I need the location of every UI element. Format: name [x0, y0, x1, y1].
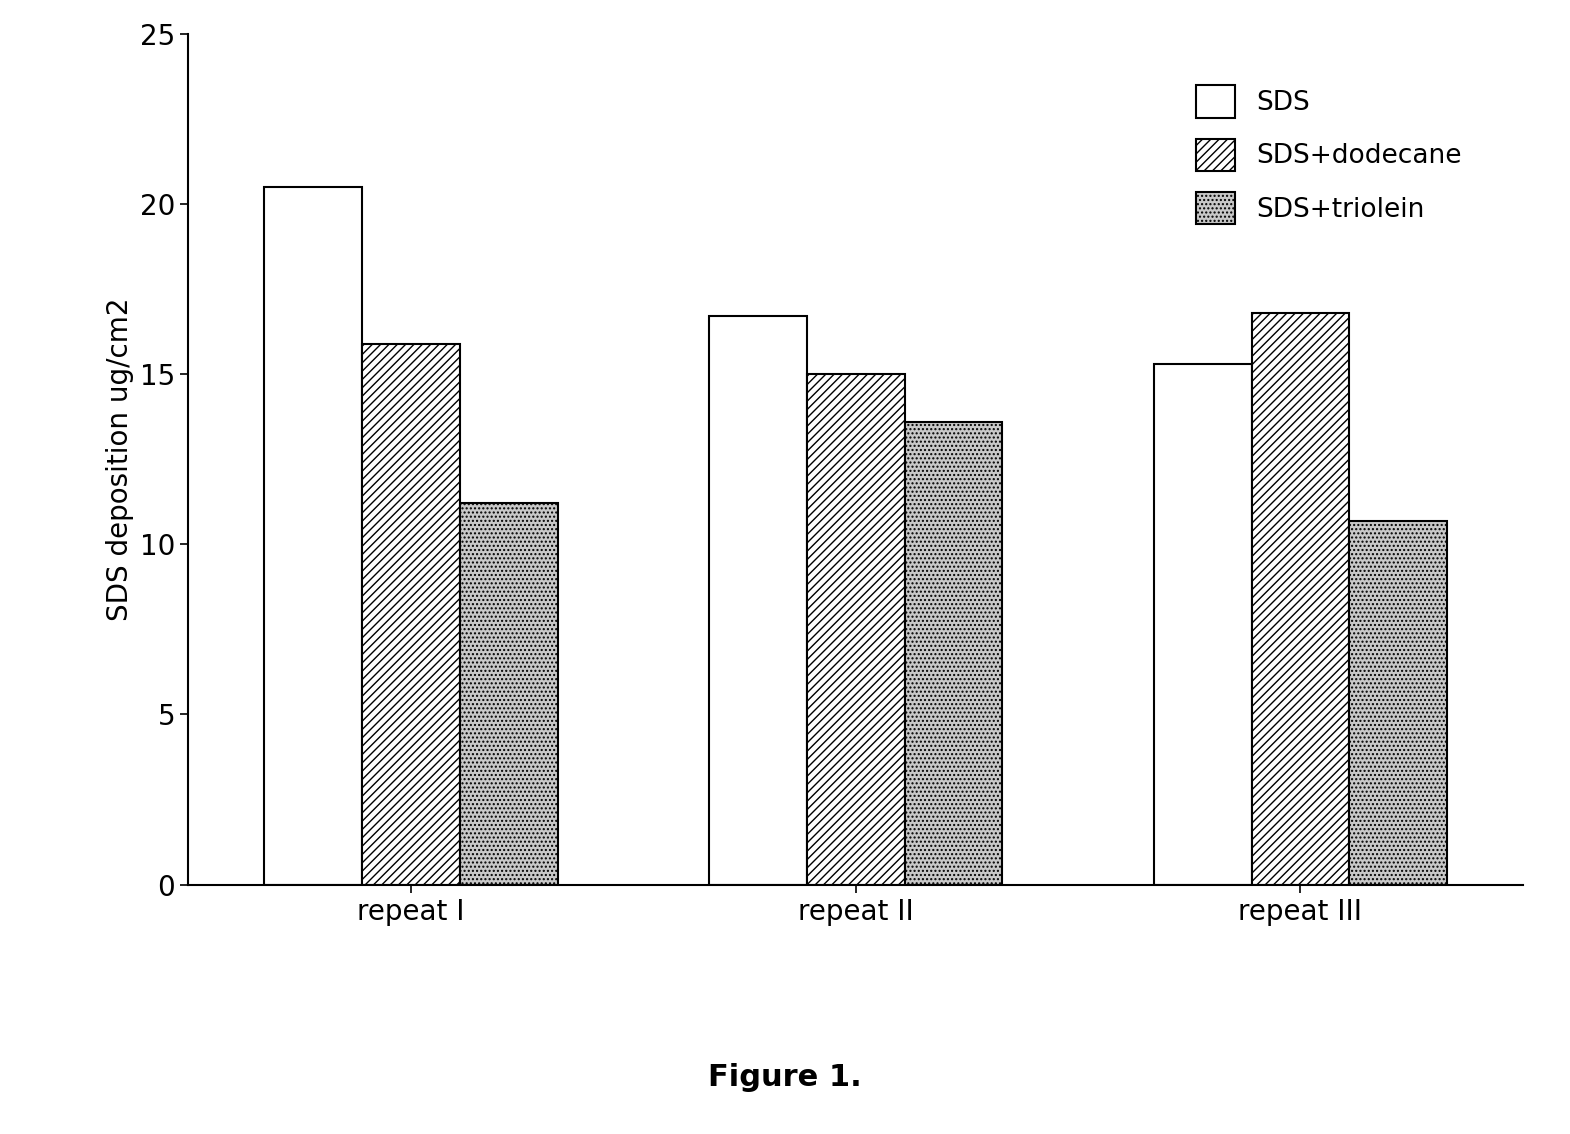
Bar [1154, 364, 1251, 885]
Bar [1251, 313, 1349, 885]
Bar [361, 344, 460, 885]
Bar [460, 503, 557, 885]
Bar [807, 374, 904, 885]
Bar [708, 316, 807, 885]
Text: Figure 1.: Figure 1. [708, 1063, 862, 1092]
Y-axis label: SDS deposition ug/cm2: SDS deposition ug/cm2 [107, 297, 135, 621]
Legend: SDS, SDS+dodecane, SDS+triolein: SDS, SDS+dodecane, SDS+triolein [1174, 65, 1484, 245]
Bar [904, 422, 1002, 885]
Bar [1349, 521, 1448, 885]
Bar [264, 187, 361, 885]
